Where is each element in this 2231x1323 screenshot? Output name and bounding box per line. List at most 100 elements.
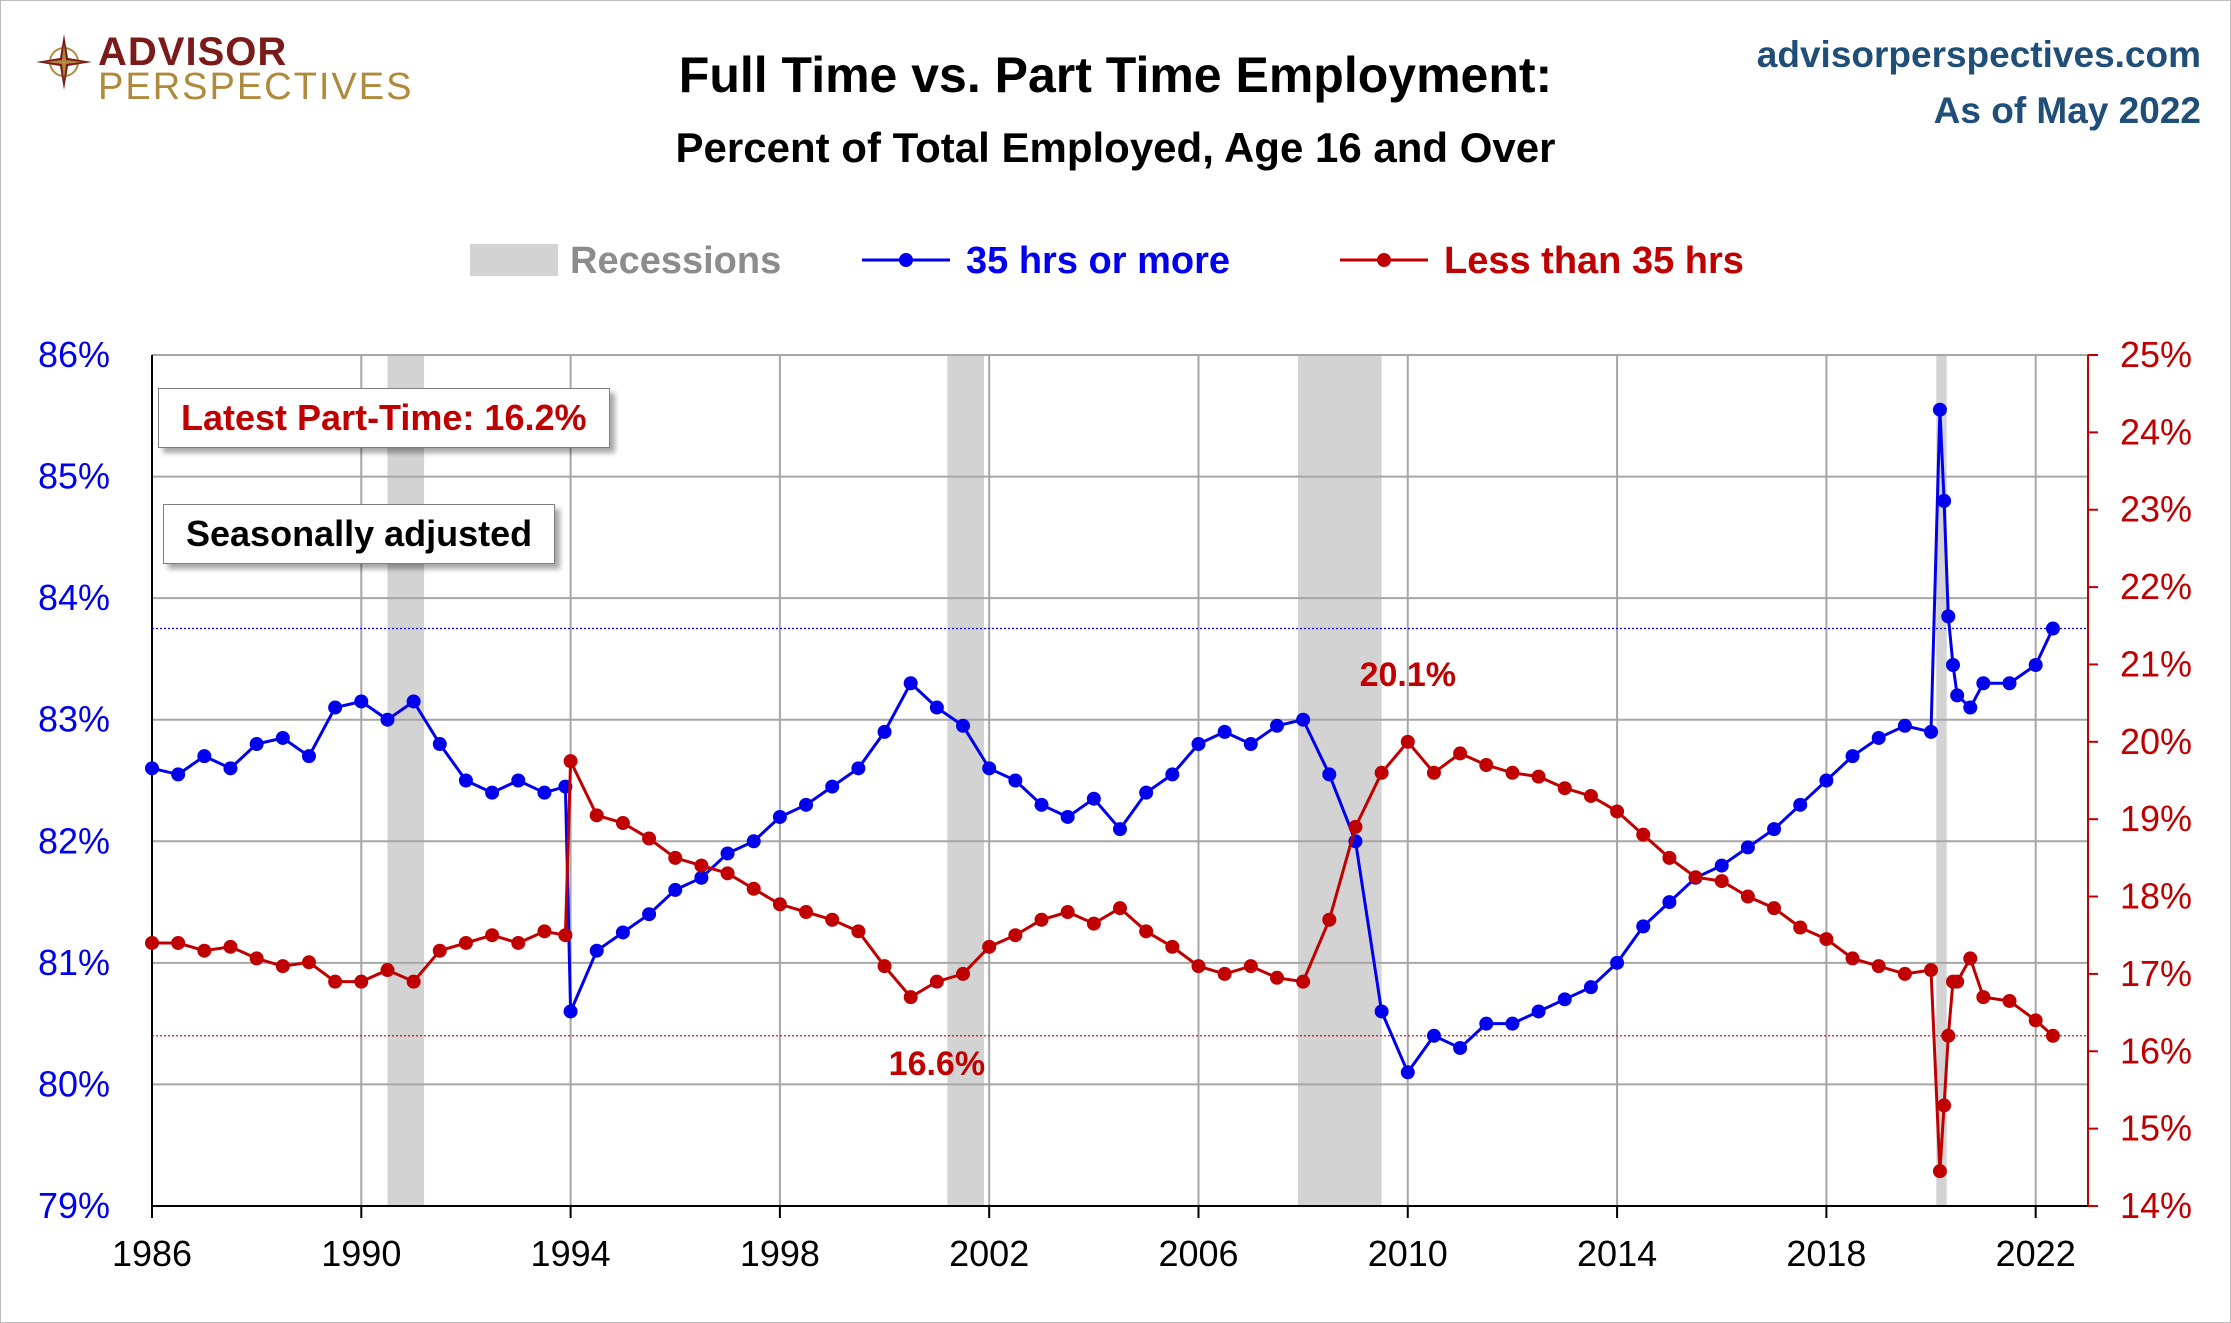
data-point-part-time-77 [2002,993,2017,1008]
data-point-part-time-1 [171,935,186,950]
annotation-label-1: 16.6% [889,1045,985,1083]
data-point-full-time-1 [171,767,186,782]
data-point-part-time-59 [1662,850,1677,865]
data-point-full-time-10 [406,694,421,709]
logo-brand-line1: ADVISOR [98,30,288,74]
data-point-full-time-45 [1296,712,1311,727]
y-left-tick-label-7: 86% [38,334,110,375]
data-point-part-time-55 [1557,781,1572,796]
y-right-tick-label-7: 21% [2120,643,2192,684]
y-right-tick-label-3: 17% [2120,953,2192,994]
y-right-tick-label-6: 20% [2120,721,2192,762]
data-point-part-time-63 [1767,901,1782,916]
data-point-part-time-8 [354,974,369,989]
y-left-tick-label-4: 83% [38,699,110,740]
data-point-full-time-74 [1950,688,1965,703]
x-tick-label-1986: 1986 [112,1233,192,1274]
data-point-part-time-16 [558,928,573,943]
legend-part-time-marker [1377,253,1391,267]
data-point-full-time-25 [772,809,787,824]
data-point-full-time-12 [458,773,473,788]
y-right-tick-label-4: 18% [2120,876,2192,917]
y-left-tick-label-5: 84% [38,577,110,618]
y-right-tick-label-0: 14% [2120,1185,2192,1226]
data-point-part-time-68 [1897,966,1912,981]
data-point-full-time-24 [746,834,761,849]
data-point-part-time-58 [1636,827,1651,842]
x-tick-label-2002: 2002 [949,1233,1029,1274]
data-point-full-time-11 [432,737,447,752]
data-point-full-time-9 [380,712,395,727]
data-point-part-time-52 [1479,758,1494,773]
data-point-part-time-14 [511,935,526,950]
y-right-tick-label-11: 25% [2120,334,2192,375]
data-point-full-time-62 [1740,840,1755,855]
data-point-part-time-51 [1453,746,1468,761]
chart-title: Full Time vs. Part Time Employment: [678,47,1553,103]
data-point-full-time-36 [1060,809,1075,824]
data-point-full-time-54 [1531,1004,1546,1019]
legend-recessions-swatch [470,244,558,276]
x-tick-label-2014: 2014 [1577,1233,1657,1274]
data-point-part-time-48 [1374,765,1389,780]
data-point-part-time-21 [668,850,683,865]
data-point-full-time-72 [1941,609,1956,624]
data-point-part-time-45 [1296,974,1311,989]
data-point-full-time-61 [1714,858,1729,873]
data-point-part-time-47 [1348,819,1363,834]
data-point-full-time-27 [825,779,840,794]
data-point-full-time-46 [1322,767,1337,782]
data-point-full-time-13 [485,785,500,800]
chart-subtitle: Percent of Total Employed, Age 16 and Ov… [675,124,1556,171]
data-point-full-time-65 [1819,773,1834,788]
data-point-part-time-33 [982,939,997,954]
data-point-part-time-19 [615,816,630,831]
site-url: advisorperspectives.com [1756,34,2201,75]
data-point-part-time-37 [1086,916,1101,931]
annotation-label-0: 20.1% [1360,656,1456,694]
data-point-full-time-32 [956,718,971,733]
data-point-full-time-41 [1191,737,1206,752]
data-point-full-time-18 [589,943,604,958]
data-point-part-time-7 [328,974,343,989]
data-point-part-time-71 [1937,1098,1952,1113]
data-point-full-time-75 [1963,700,1978,715]
y-left-tick-label-3: 82% [38,820,110,861]
data-point-full-time-5 [275,730,290,745]
data-point-full-time-14 [511,773,526,788]
data-point-part-time-34 [1008,928,1023,943]
data-point-full-time-26 [799,797,814,812]
legend-recessions-label: Recessions [570,240,781,282]
x-tick-label-2022: 2022 [1996,1233,2076,1274]
x-tick-label-1998: 1998 [740,1233,820,1274]
data-point-part-time-44 [1269,970,1284,985]
data-point-full-time-40 [1165,767,1180,782]
x-tick-label-2010: 2010 [1368,1233,1448,1274]
recession-band-1 [947,355,984,1206]
data-point-full-time-71 [1937,493,1952,508]
data-point-part-time-30 [903,990,918,1005]
data-point-full-time-63 [1767,822,1782,837]
data-point-full-time-21 [668,882,683,897]
data-point-part-time-13 [485,928,500,943]
data-point-part-time-29 [877,959,892,974]
data-point-full-time-35 [1034,797,1049,812]
data-point-full-time-28 [851,761,866,776]
data-point-part-time-62 [1740,889,1755,904]
data-point-full-time-42 [1217,724,1232,739]
data-point-part-time-64 [1793,920,1808,935]
data-point-full-time-56 [1583,980,1598,995]
data-point-part-time-0 [145,935,159,950]
data-point-part-time-70 [1932,1164,1947,1179]
data-point-part-time-10 [406,974,421,989]
y-right-tick-label-5: 19% [2120,798,2192,839]
data-point-part-time-54 [1531,769,1546,784]
data-point-full-time-38 [1113,822,1127,837]
as-of-date: As of May 2022 [1933,90,2201,131]
advisor-perspectives-logo: ADVISOR PERSPECTIVES [36,30,411,108]
data-point-full-time-6 [301,749,316,764]
x-tick-label-1994: 1994 [531,1233,611,1274]
y-left-tick-label-6: 85% [38,456,110,497]
x-tick-label-2018: 2018 [1786,1233,1866,1274]
data-point-full-time-67 [1871,730,1886,745]
